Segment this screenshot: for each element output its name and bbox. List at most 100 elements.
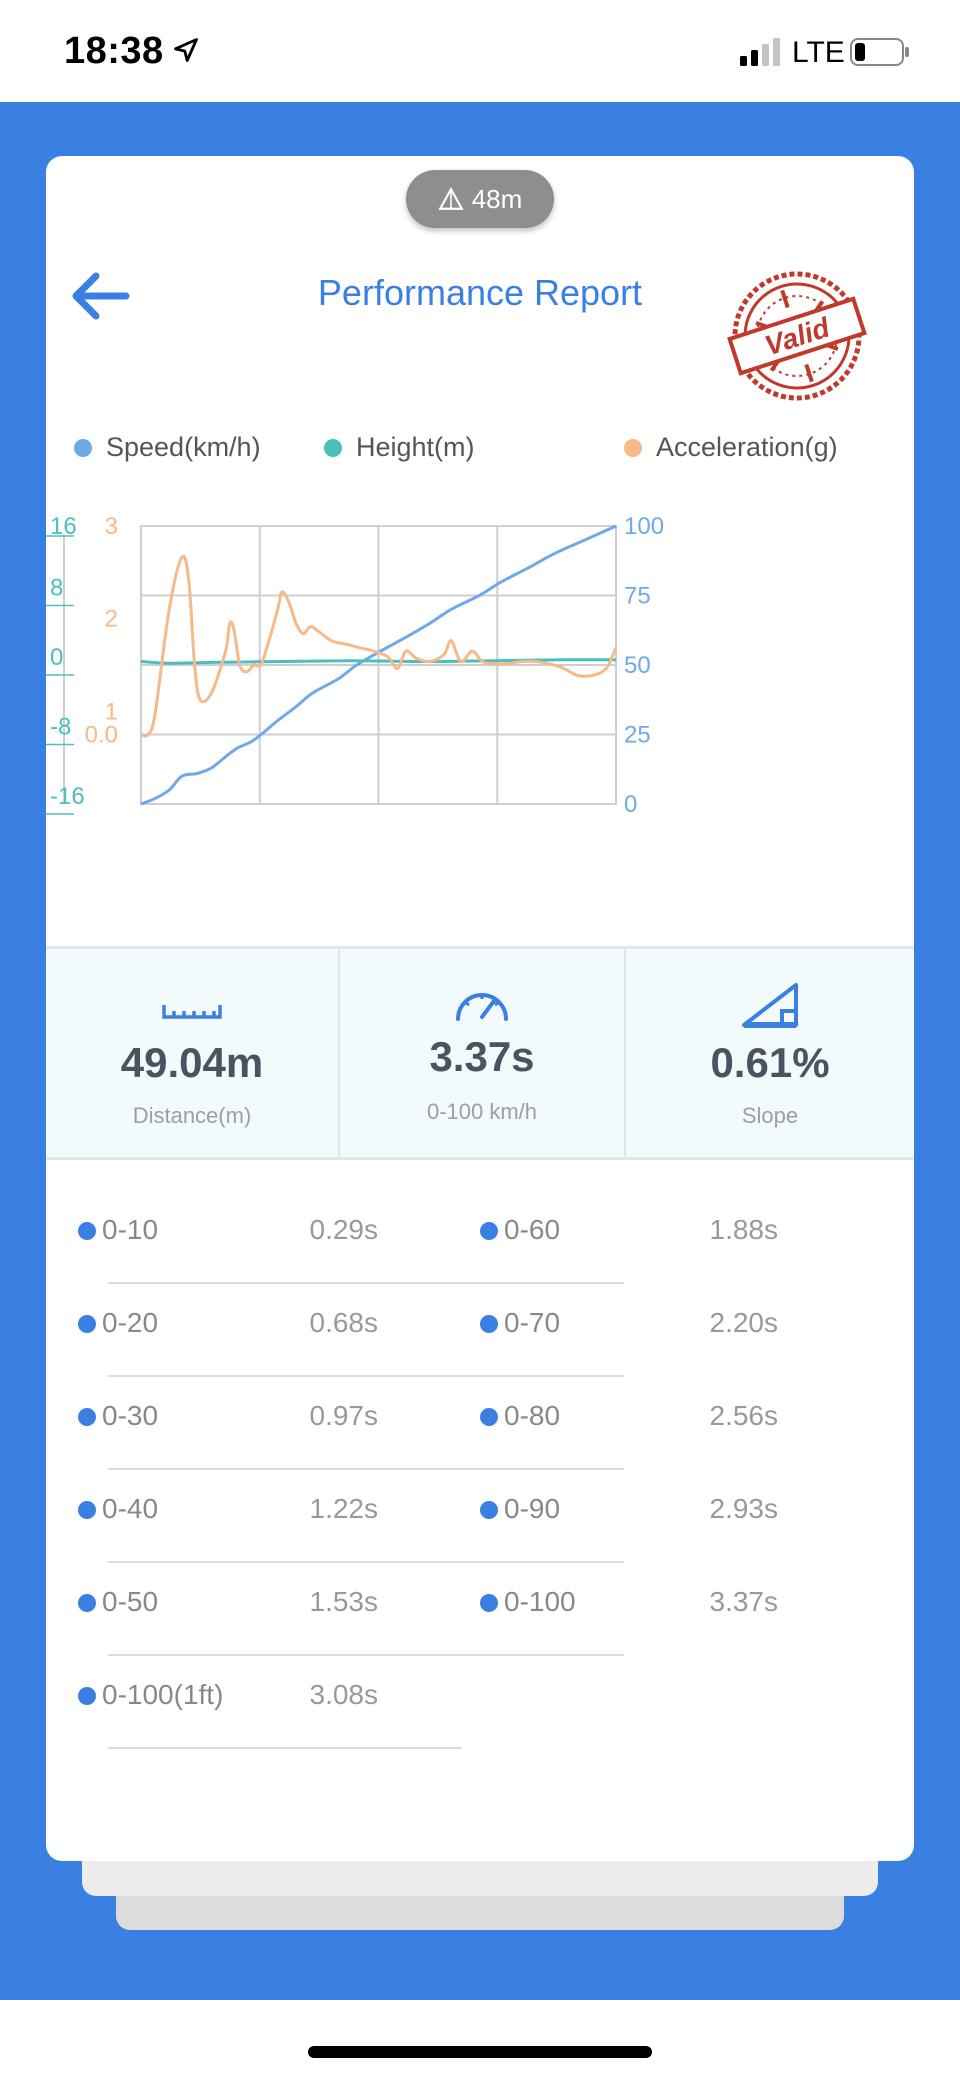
stat-value: 49.04m [120, 1039, 264, 1086]
split-label: 0-60 [504, 1214, 561, 1245]
divider [108, 1282, 624, 1284]
height-tick-label: 0 [50, 644, 63, 671]
stat-label: Slope [741, 1103, 799, 1128]
stat-value: 0.61% [710, 1039, 830, 1086]
legend-label: Acceleration(g) [656, 432, 838, 462]
network-type: LTE [792, 36, 845, 69]
bullet-icon [480, 1594, 498, 1612]
ruler-icon [162, 1005, 222, 1019]
split-time: 0.29s [309, 1214, 379, 1245]
bullet-icon [78, 1315, 96, 1333]
divider [108, 1747, 462, 1749]
split-row: 0-30 0.97s [78, 1392, 448, 1452]
legend-dot [324, 438, 342, 457]
split-label: 0-30 [102, 1400, 159, 1431]
split-label: 0-100 [504, 1586, 576, 1617]
split-label: 0-70 [504, 1307, 561, 1338]
split-time: 1.88s [709, 1214, 779, 1245]
speed-tick-label: 25 [624, 722, 651, 749]
speed-tick-label: 50 [624, 652, 651, 679]
split-row: 0-50 1.53s [78, 1578, 448, 1638]
bullet-icon [480, 1315, 498, 1333]
stat-zero-to-hundred: 3.37s 0-100 km/h [340, 949, 624, 1157]
stats-panel: 49.04m Distance(m) 3.37s 0-100 km/h 0.61… [46, 946, 914, 1160]
split-time: 2.56s [709, 1400, 779, 1431]
split-time: 1.53s [309, 1586, 379, 1617]
split-time: 2.93s [709, 1493, 779, 1524]
stat-label: 0-100 km/h [426, 1099, 538, 1124]
divider [624, 949, 626, 1157]
divider [108, 1561, 624, 1563]
series-line-height [140, 658, 617, 665]
height-tick-label: -16 [50, 783, 85, 810]
back-arrow-icon[interactable] [68, 266, 132, 326]
bullet-icon [480, 1408, 498, 1426]
split-label: 0-20 [102, 1307, 159, 1338]
stat-value: 3.37s [429, 1033, 535, 1080]
divider [108, 1375, 624, 1377]
speed-tick-label: 0 [624, 791, 637, 818]
legend-item-acceleration: Acceleration(g) [624, 432, 838, 463]
status-time: 18:38 [64, 30, 164, 72]
split-row: 0-10 0.29s [78, 1206, 448, 1266]
split-row: 0-20 0.68s [78, 1299, 448, 1359]
split-time: 0.68s [309, 1307, 379, 1338]
split-time: 1.22s [309, 1493, 379, 1524]
legend-dot [74, 438, 92, 457]
split-row: 0-60 1.88s [480, 1206, 850, 1266]
split-time: 3.08s [309, 1679, 379, 1710]
speed-tick-label: 75 [624, 583, 651, 610]
split-label: 0-100(1ft) [102, 1679, 224, 1710]
legend-label: Height(m) [356, 432, 475, 462]
speed-tick-label: 100 [624, 513, 664, 540]
acceleration-tick-label: 0.0 [85, 722, 118, 749]
split-label: 0-50 [102, 1586, 159, 1617]
split-row: 0-70 2.20s [480, 1299, 850, 1359]
report-card: 48m Performance Report Valid Speed(km/h)… [46, 156, 914, 1861]
signal-icon [740, 38, 780, 66]
speedometer-icon [456, 993, 508, 1021]
bullet-icon [78, 1222, 96, 1240]
chart-legend: Speed(km/h) Height(m) Acceleration(g) [74, 432, 894, 472]
legend-item-height: Height(m) [324, 432, 475, 463]
acceleration-tick-label: 1 [105, 698, 118, 725]
divider [108, 1654, 624, 1656]
bullet-icon [78, 1687, 96, 1705]
split-label: 0-90 [504, 1493, 561, 1524]
split-row: 0-90 2.93s [480, 1485, 850, 1545]
split-time: 0.97s [309, 1400, 379, 1431]
location-arrow-icon [174, 38, 198, 62]
slope-icon [742, 983, 798, 1028]
bullet-icon [78, 1501, 96, 1519]
legend-dot [624, 438, 642, 457]
divider [108, 1468, 624, 1470]
page-title: Performance Report [317, 272, 643, 313]
home-indicator[interactable] [308, 2046, 652, 2058]
valid-stamp: Valid [727, 271, 867, 401]
status-bar: 18:38 LTE [0, 0, 960, 102]
chart-series [140, 524, 618, 806]
bullet-icon [480, 1222, 498, 1240]
split-time: 2.20s [709, 1307, 779, 1338]
bullet-icon [78, 1408, 96, 1426]
bullet-icon [78, 1594, 96, 1612]
split-row: 0-100 3.37s [480, 1578, 850, 1638]
split-label: 0-10 [102, 1214, 159, 1245]
height-badge-value: 48m [471, 183, 523, 214]
height-tick-label: -8 [50, 714, 71, 741]
acceleration-tick-label: 2 [105, 606, 118, 633]
series-line-speed [140, 524, 617, 806]
split-row: 0-100(1ft) 3.08s [78, 1671, 448, 1731]
split-row: 0-40 1.22s [78, 1485, 448, 1545]
legend-item-speed: Speed(km/h) [74, 432, 261, 463]
split-row: 0-80 2.56s [480, 1392, 850, 1452]
series-line-acceleration [140, 554, 618, 738]
battery-icon [850, 38, 909, 66]
split-label: 0-80 [504, 1400, 561, 1431]
divider [338, 949, 340, 1157]
mountain-icon [438, 187, 464, 210]
stat-distance: 49.04m Distance(m) [46, 949, 338, 1157]
height-badge[interactable]: 48m [406, 170, 554, 228]
